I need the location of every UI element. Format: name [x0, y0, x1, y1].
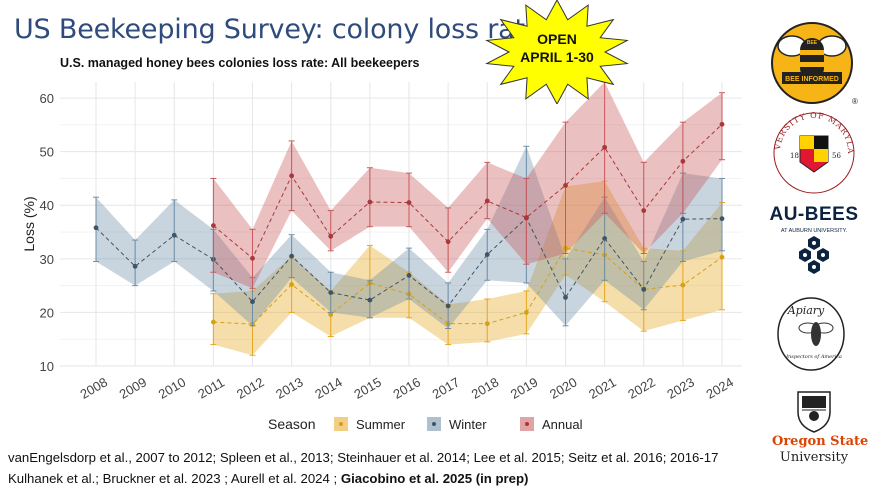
- point-winter: [484, 252, 490, 257]
- point-annual: [367, 199, 373, 205]
- point-annual: [210, 223, 216, 229]
- x-tick-label: 2024: [703, 374, 736, 401]
- point-annual: [641, 208, 647, 214]
- legend-layer: Season Summer Winter Annual: [268, 416, 583, 432]
- band-summer: [213, 181, 722, 356]
- point-summer: [523, 310, 529, 315]
- point-winter: [328, 290, 334, 295]
- point-annual: [523, 215, 529, 220]
- loss-rate-chart: 10 20 30 40 50 60 Loss (%) 2008 2009 2010 2011 2012…: [21, 81, 742, 432]
- open-badge: OPEN APRIL 1-30: [484, 0, 630, 106]
- registered-mark: ®: [852, 97, 858, 106]
- x-tick-label: 2020: [547, 374, 580, 401]
- point-winter: [445, 303, 451, 309]
- x-tick-label: 2010: [156, 374, 189, 401]
- y-tick-label: 10: [40, 359, 54, 374]
- bee-informed-logo: BEE INFORMED BEE ®: [770, 20, 858, 106]
- badge-line-1: OPEN: [537, 31, 577, 47]
- point-annual: [445, 239, 451, 245]
- y-tick-label: 50: [40, 145, 54, 160]
- point-annual: [563, 183, 568, 188]
- point-winter: [93, 225, 99, 231]
- legend-label-summer: Summer: [356, 417, 406, 432]
- point-summer: [484, 321, 490, 327]
- point-winter: [171, 232, 177, 238]
- umd-logo: UNIVERSITY OF MARYLAND 18 56: [766, 101, 858, 194]
- chart-title: U.S. managed honey bees colonies loss ra…: [60, 56, 420, 70]
- point-summer: [328, 312, 334, 317]
- x-tick-label: 2014: [312, 374, 345, 401]
- point-annual: [680, 158, 686, 164]
- au-bees-sub: AT AUBURN UNIVERSITY.: [780, 228, 848, 234]
- point-winter: [289, 253, 295, 259]
- point-winter: [563, 295, 568, 300]
- x-tick-label: 2015: [351, 374, 384, 401]
- y-tick-label: 20: [40, 305, 54, 320]
- x-tick-label: 2022: [625, 374, 658, 401]
- badge-line-2: APRIL 1-30: [520, 49, 594, 65]
- bee-top-text: BEE: [807, 40, 818, 46]
- osu-name: Oregon State: [772, 434, 869, 449]
- point-annual: [719, 121, 725, 127]
- line-annual: [213, 123, 723, 260]
- y-tick-label: 60: [40, 91, 54, 106]
- point-layer: [93, 81, 725, 356]
- citation-text: vanEngelsdorp et al., 2007 to 2012; Sple…: [8, 450, 719, 486]
- oregon-state-logo: Oregon State University: [772, 388, 869, 470]
- citations: vanEngelsdorp et al., 2007 to 2012; Sple…: [8, 447, 728, 489]
- legend-label-annual: Annual: [542, 417, 583, 432]
- apiary-inspectors-logo: Apiary Inspectors of America: [776, 296, 846, 372]
- point-summer: [719, 254, 725, 260]
- point-winter: [641, 286, 647, 292]
- x-tick-label: 2016: [390, 374, 423, 401]
- y-axis-label: Loss (%): [21, 196, 37, 251]
- x-tick-label: 2013: [273, 374, 306, 401]
- y-tick-label: 30: [40, 252, 54, 267]
- x-tick-label: 2023: [664, 374, 697, 401]
- x-tick-label: 2008: [77, 374, 110, 401]
- point-annual: [328, 233, 334, 239]
- x-tick-label: 2018: [469, 374, 502, 401]
- x-tick-label: 2009: [117, 374, 150, 401]
- legend-dot-summer: [339, 422, 343, 426]
- point-summer: [680, 282, 686, 288]
- au-bees-logo: AU-BEES AT AUBURN UNIVERSITY.: [766, 204, 862, 278]
- line-summer: [213, 247, 723, 325]
- au-bees-text: AU-BEES: [769, 204, 859, 225]
- citation-bold: Giacobino et al. 2025 (in prep): [340, 471, 529, 486]
- point-summer: [289, 282, 295, 287]
- legend-dot-annual: [525, 422, 529, 426]
- point-annual: [406, 200, 412, 205]
- x-tick-label: 2021: [586, 374, 619, 401]
- x-tick-label: 2017: [430, 374, 463, 401]
- point-winter: [406, 273, 412, 278]
- x-tick-label: 2019: [508, 374, 541, 401]
- osu-university: University: [779, 450, 849, 465]
- legend-label-winter: Winter: [449, 417, 487, 432]
- y-tick-label: 40: [40, 198, 54, 213]
- point-winter: [250, 299, 255, 305]
- x-tick-label: 2011: [195, 375, 227, 402]
- umd-year-left: 18: [790, 152, 799, 160]
- legend-title: Season: [268, 416, 315, 432]
- point-summer: [210, 319, 216, 325]
- point-winter: [719, 216, 725, 222]
- point-winter: [602, 236, 608, 241]
- apiary-text: Apiary: [787, 304, 825, 317]
- point-annual: [289, 173, 295, 179]
- point-winter: [367, 297, 373, 303]
- legend-dot-winter: [432, 422, 436, 426]
- point-winter: [132, 263, 138, 269]
- x-tick-label: 2012: [234, 374, 267, 401]
- band-annual: [213, 82, 722, 289]
- point-annual: [602, 144, 608, 150]
- slide-title: US Beekeeping Survey: colony loss rate: [14, 14, 542, 45]
- point-winter: [680, 216, 686, 222]
- apiary-sub: Inspectors of America: [785, 354, 842, 360]
- bee-informed-text: BEE INFORMED: [785, 76, 839, 83]
- umd-year-right: 56: [832, 152, 841, 160]
- point-annual: [250, 255, 255, 261]
- point-annual: [484, 198, 490, 204]
